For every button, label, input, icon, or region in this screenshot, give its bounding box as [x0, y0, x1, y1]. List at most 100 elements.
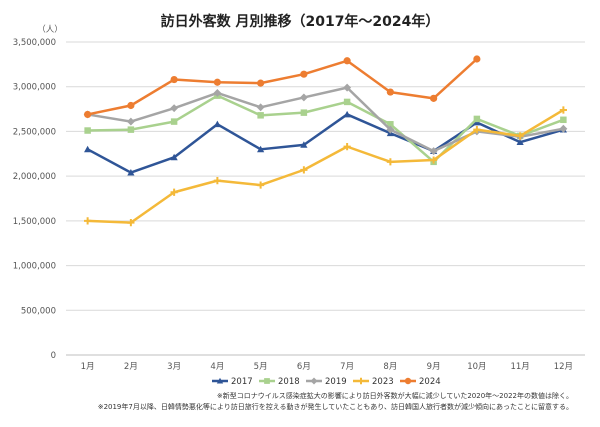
data-point [257, 181, 265, 189]
legend: 2017 2018 2019 2023 2024 [212, 377, 441, 387]
data-point [473, 55, 481, 63]
legend-label: 2019 [325, 377, 347, 387]
data-point [430, 156, 438, 164]
data-point [213, 78, 221, 86]
data-point [127, 168, 135, 176]
data-point [386, 88, 394, 96]
data-point [170, 104, 179, 113]
data-point [84, 217, 92, 225]
data-point [213, 120, 221, 128]
legend-label: 2024 [419, 377, 441, 387]
x-tick-label: 4月 [210, 362, 224, 372]
legend-item: 2023 [353, 377, 394, 387]
series-2017 [84, 110, 567, 176]
data-point [300, 109, 308, 116]
x-tick-label: 10月 [467, 362, 486, 372]
footnote-1: ※新型コロナウイルス感染症拡大の影響により訪日外客数が大幅に減少していた2020… [217, 391, 573, 400]
x-tick-label: 12月 [554, 362, 573, 372]
series-line [87, 94, 564, 164]
x-tick-label: 6月 [297, 362, 311, 372]
x-tick-label: 9月 [427, 362, 441, 372]
data-point [559, 124, 568, 133]
x-tick-label: 8月 [383, 362, 397, 372]
data-point [300, 141, 308, 148]
data-point [127, 101, 135, 110]
legend-label: 2018 [278, 377, 300, 387]
x-tick-label: 1月 [81, 362, 95, 372]
data-point [560, 116, 567, 124]
data-point [84, 110, 92, 119]
data-point [473, 126, 481, 134]
x-tick-label: 2月 [124, 362, 138, 372]
y-tick-label: 1,000,000 [13, 262, 56, 272]
legend-item: 2024 [400, 377, 441, 387]
x-tick-label: 11月 [510, 362, 529, 372]
legend-marker [404, 377, 412, 385]
series-line [87, 86, 564, 153]
data-point [170, 188, 178, 196]
data-point [257, 79, 265, 87]
y-tick-label: 3,500,000 [13, 38, 56, 48]
y-tick-label: 0 [51, 351, 56, 361]
data-point [343, 98, 351, 106]
data-point [343, 83, 352, 92]
data-point [257, 145, 265, 153]
y-tick-label: 500,000 [21, 306, 56, 316]
x-tick-label: 3月 [167, 362, 181, 372]
data-point [429, 147, 438, 156]
y-tick-label: 3,000,000 [13, 83, 56, 93]
data-point [84, 127, 91, 134]
legend-item: 2017 [212, 377, 253, 387]
legend-marker [310, 377, 318, 385]
y-tick-label: 2,500,000 [13, 127, 56, 137]
data-point [473, 115, 481, 123]
series-2024 [84, 55, 481, 119]
data-point [386, 125, 395, 134]
data-point [300, 70, 308, 78]
y-tick-label: 1,500,000 [13, 217, 56, 227]
legend-item: 2019 [306, 377, 347, 387]
data-point [559, 106, 567, 114]
data-point [213, 177, 221, 185]
series-2019 [83, 83, 568, 156]
gridlines [66, 41, 585, 356]
y-axis-unit-label: （人） [37, 24, 63, 35]
series-line [87, 113, 564, 174]
y-axis-ticks: 0 500,000 1,000,000 1,500,000 2,000,000 2,500… [13, 38, 56, 361]
data-point [257, 112, 264, 119]
data-point [256, 103, 265, 112]
x-tick-label: 7月 [340, 362, 354, 372]
data-point [516, 132, 524, 140]
data-point [387, 121, 394, 128]
data-point [300, 166, 308, 174]
x-axis-ticks: 1月 2月 3月 4月 5月 6月 7月 8月 9月 10月 11月 12月 [81, 362, 573, 372]
data-point [299, 93, 308, 102]
legend-marker [357, 377, 365, 385]
legend-label: 2017 [231, 377, 253, 387]
data-point [170, 118, 178, 125]
x-tick-label: 5月 [254, 362, 268, 372]
data-point [343, 57, 351, 65]
data-point [127, 126, 135, 133]
legend-marker [216, 377, 224, 384]
series-2023 [84, 106, 567, 227]
data-point [386, 158, 394, 166]
y-tick-label: 2,000,000 [13, 172, 56, 182]
series-line [87, 58, 478, 116]
data-point [170, 75, 178, 84]
data-point [126, 117, 135, 126]
legend-marker [264, 378, 270, 384]
data-point [127, 219, 135, 227]
data-point [430, 94, 438, 102]
data-point [213, 89, 222, 97]
data-point [516, 138, 524, 146]
series-group [83, 55, 568, 227]
chart-title: 訪日外客数 月別推移（2017年～2024年） [161, 13, 440, 30]
series-line [87, 108, 565, 224]
legend-item: 2018 [259, 377, 300, 387]
data-point [170, 153, 178, 161]
footnote-2: ※2019年7月以降、日韓情勢悪化等により訪日旅行を控える動きが発生していたこと… [98, 402, 573, 411]
data-point [343, 143, 351, 151]
data-point [84, 145, 92, 153]
